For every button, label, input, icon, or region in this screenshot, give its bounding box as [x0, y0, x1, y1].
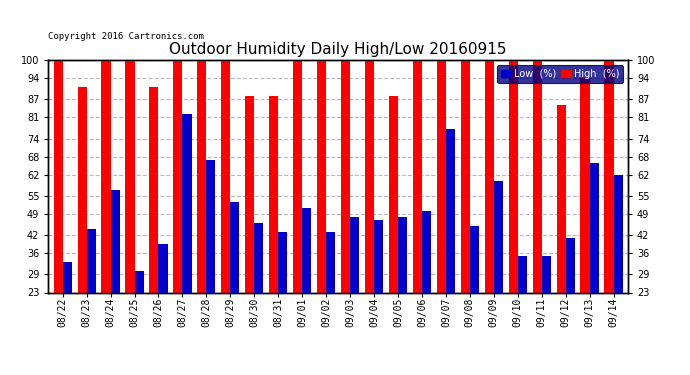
Bar [87, 229, 96, 362]
Bar [101, 60, 110, 362]
Bar [230, 202, 239, 362]
Bar [604, 60, 613, 362]
Bar [589, 163, 599, 362]
Bar [398, 217, 407, 362]
Bar [341, 60, 350, 362]
Bar [437, 60, 446, 362]
Bar [470, 226, 479, 362]
Bar [173, 60, 182, 362]
Legend: Low  (%), High  (%): Low (%), High (%) [497, 65, 623, 82]
Bar [461, 60, 470, 362]
Bar [159, 244, 168, 362]
Bar [245, 96, 255, 362]
Bar [374, 220, 383, 362]
Bar [269, 96, 278, 362]
Bar [509, 60, 518, 362]
Bar [413, 60, 422, 362]
Title: Outdoor Humidity Daily High/Low 20160915: Outdoor Humidity Daily High/Low 20160915 [169, 42, 507, 57]
Bar [422, 211, 431, 362]
Bar [533, 60, 542, 362]
Bar [126, 60, 135, 362]
Bar [54, 60, 63, 362]
Bar [518, 256, 527, 362]
Bar [110, 190, 119, 362]
Bar [149, 87, 159, 362]
Bar [566, 238, 575, 362]
Bar [494, 181, 503, 362]
Bar [557, 105, 566, 362]
Bar [135, 272, 144, 362]
Bar [197, 60, 206, 362]
Bar [326, 232, 335, 362]
Bar [77, 87, 87, 362]
Bar [365, 60, 374, 362]
Bar [278, 232, 287, 362]
Bar [255, 223, 264, 362]
Bar [206, 160, 215, 362]
Bar [302, 208, 311, 362]
Bar [63, 262, 72, 362]
Bar [613, 175, 622, 362]
Bar [580, 78, 589, 362]
Bar [542, 256, 551, 362]
Text: Copyright 2016 Cartronics.com: Copyright 2016 Cartronics.com [48, 32, 204, 41]
Bar [221, 60, 230, 362]
Bar [446, 129, 455, 362]
Bar [350, 217, 359, 362]
Bar [317, 60, 326, 362]
Bar [389, 96, 398, 362]
Bar [293, 60, 302, 362]
Bar [182, 114, 192, 362]
Bar [484, 60, 494, 362]
